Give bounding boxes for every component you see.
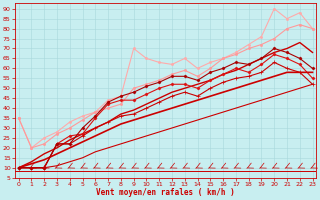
X-axis label: Vent moyen/en rafales ( km/h ): Vent moyen/en rafales ( km/h ) (96, 188, 235, 197)
